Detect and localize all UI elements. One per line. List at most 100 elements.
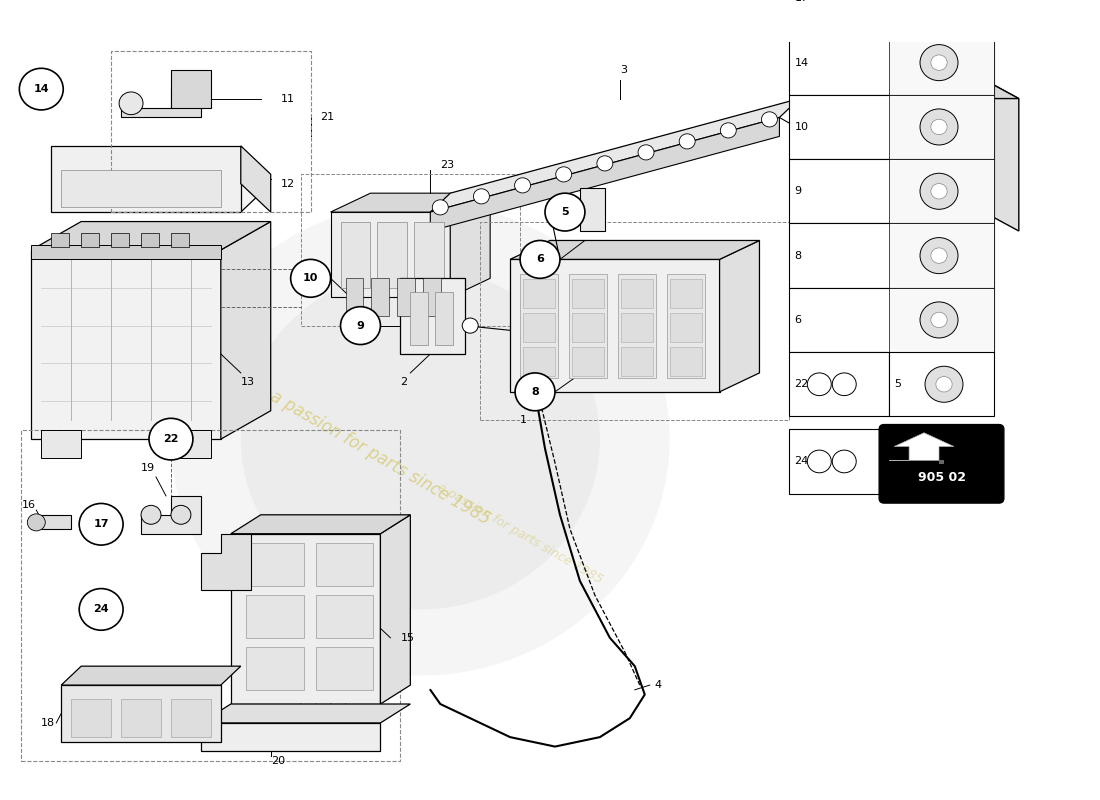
Bar — [889, 30, 994, 94]
Text: 7: 7 — [934, 61, 942, 70]
Polygon shape — [430, 98, 800, 212]
Polygon shape — [31, 222, 271, 250]
Circle shape — [170, 506, 191, 524]
Bar — [415, 222, 444, 288]
Bar — [245, 647, 304, 690]
Bar — [889, 0, 994, 30]
Polygon shape — [829, 80, 983, 212]
Bar — [245, 595, 304, 638]
Bar — [520, 274, 558, 378]
Polygon shape — [829, 80, 1019, 98]
Bar — [31, 515, 72, 529]
Bar — [111, 51, 310, 212]
Bar — [620, 347, 652, 376]
Bar — [572, 347, 604, 376]
Text: 23: 23 — [440, 160, 454, 170]
Circle shape — [170, 202, 670, 676]
Text: 5: 5 — [894, 379, 901, 390]
Text: 8: 8 — [531, 387, 539, 397]
Circle shape — [807, 373, 832, 396]
Circle shape — [920, 109, 958, 145]
Bar — [620, 279, 652, 308]
Polygon shape — [510, 241, 759, 259]
Text: 9: 9 — [794, 186, 802, 196]
Circle shape — [141, 506, 161, 524]
Bar — [524, 279, 556, 308]
Polygon shape — [949, 80, 983, 94]
Bar — [790, 30, 994, 94]
Bar — [52, 233, 69, 247]
Text: 9: 9 — [356, 321, 364, 330]
Circle shape — [720, 123, 736, 138]
Bar — [397, 278, 416, 316]
Text: 10: 10 — [794, 122, 808, 132]
Circle shape — [920, 0, 958, 16]
Bar — [670, 347, 702, 376]
Text: 10: 10 — [302, 274, 318, 283]
Text: 16: 16 — [21, 500, 35, 510]
Text: 12: 12 — [280, 178, 295, 189]
Text: 5: 5 — [561, 207, 569, 217]
Text: 17: 17 — [94, 519, 109, 530]
Circle shape — [931, 119, 947, 134]
Bar — [667, 274, 705, 378]
Bar — [377, 222, 407, 288]
Bar — [481, 222, 790, 420]
Circle shape — [473, 189, 490, 204]
Circle shape — [148, 418, 192, 460]
Bar — [790, 159, 994, 223]
Bar — [31, 245, 221, 259]
Polygon shape — [381, 515, 410, 704]
Bar — [316, 595, 373, 638]
Circle shape — [544, 193, 585, 231]
Bar — [524, 347, 556, 376]
Bar — [170, 233, 189, 247]
Polygon shape — [889, 433, 954, 460]
Bar — [424, 278, 441, 316]
Bar — [62, 170, 221, 207]
Bar — [790, 430, 894, 494]
Bar — [889, 352, 994, 417]
Circle shape — [925, 366, 962, 402]
Polygon shape — [201, 704, 410, 723]
Circle shape — [515, 373, 556, 410]
Bar — [790, 223, 994, 288]
Bar — [316, 647, 373, 690]
Circle shape — [833, 373, 856, 396]
Circle shape — [931, 248, 947, 263]
Circle shape — [556, 166, 572, 182]
Text: 22: 22 — [794, 379, 808, 390]
Bar — [572, 279, 604, 308]
Circle shape — [597, 156, 613, 171]
Circle shape — [241, 269, 600, 610]
Bar — [410, 293, 428, 345]
Text: 18: 18 — [42, 718, 55, 728]
Bar — [790, 94, 994, 159]
Text: 8: 8 — [794, 250, 802, 261]
Text: 3: 3 — [619, 65, 627, 75]
Text: 14: 14 — [33, 84, 50, 94]
Text: 1: 1 — [520, 415, 527, 426]
Bar — [141, 233, 160, 247]
Text: 905 02: 905 02 — [917, 471, 966, 484]
Circle shape — [679, 134, 695, 149]
Bar — [572, 314, 604, 342]
Text: 2: 2 — [400, 378, 407, 387]
Bar — [345, 278, 363, 316]
Bar — [316, 543, 373, 586]
Polygon shape — [141, 496, 201, 534]
Bar — [21, 430, 400, 761]
Polygon shape — [201, 534, 251, 590]
Text: a passion for parts since 1985: a passion for parts since 1985 — [267, 387, 494, 529]
Bar — [400, 278, 465, 354]
Polygon shape — [170, 70, 211, 108]
Polygon shape — [983, 80, 1019, 231]
Circle shape — [761, 112, 778, 127]
Bar — [372, 278, 389, 316]
Bar — [889, 288, 994, 352]
Bar — [121, 699, 161, 737]
Polygon shape — [62, 666, 241, 685]
Circle shape — [931, 312, 947, 328]
Circle shape — [28, 514, 45, 531]
Bar — [670, 279, 702, 308]
